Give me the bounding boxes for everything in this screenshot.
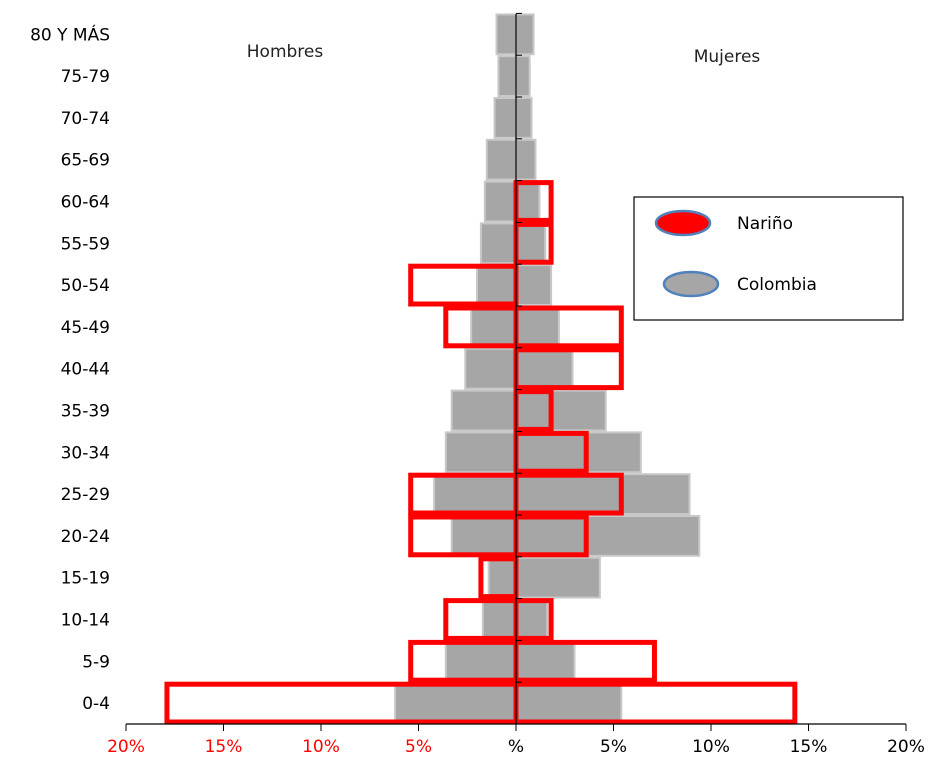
colombia-bar-mujeres-7	[515, 389, 607, 432]
colombia-bar-hombres-13	[485, 138, 517, 181]
x-tick-label-4: %	[508, 737, 524, 757]
age-label-9: 45-49	[61, 318, 110, 338]
age-label-3: 15-19	[61, 569, 110, 589]
colombia-bar-mujeres-9	[515, 306, 560, 348]
colombia-bar-hombres-6	[444, 431, 517, 474]
plot-area: 20% 15% 10% 5%% 5% 10% 15% 20% 0-4 5-9 10-14 15-19 2…	[30, 12, 925, 757]
colombia-bar-hombres-16	[495, 13, 517, 56]
colombia-bar-mujeres-6	[515, 431, 642, 474]
colombia-bar-mujeres-10	[515, 264, 553, 307]
colombia-bar-hombres-11	[479, 222, 517, 265]
x-tick-label-5: 5%	[600, 737, 627, 757]
legend-label-colombia: Colombia	[737, 275, 817, 295]
hombres-label: Hombres	[247, 42, 324, 62]
colombia-bar-mujeres-13	[515, 138, 537, 181]
age-label-5: 25-29	[61, 485, 110, 505]
legend-swatch-narino	[654, 209, 712, 237]
x-tick-label-8: 20%	[887, 737, 925, 757]
x-tick-label-6: 10%	[692, 737, 730, 757]
colombia-bar-mujeres-11	[515, 222, 547, 265]
age-label-7: 35-39	[61, 402, 110, 422]
colombia-bar-hombres-5	[433, 473, 518, 516]
colombia-bar-hombres-9	[470, 306, 517, 348]
colombia-bar-mujeres-3	[515, 556, 601, 599]
age-label-4: 20-24	[61, 527, 110, 547]
colombia-bar-hombres-2	[481, 598, 518, 641]
age-label-14: 70-74	[61, 109, 110, 129]
age-label-10: 50-54	[61, 276, 110, 296]
colombia-bar-mujeres-4	[515, 515, 701, 557]
x-tick-label-3: 5%	[405, 737, 432, 757]
x-tick-label-7: 15%	[790, 737, 828, 757]
age-label-0: 0-4	[82, 694, 110, 714]
age-label-15: 75-79	[61, 67, 110, 87]
x-tick-label-2: 10%	[302, 737, 340, 757]
colombia-bar-mujeres-2	[515, 598, 549, 641]
age-label-6: 30-34	[61, 443, 110, 463]
colombia-bar-mujeres-0	[515, 682, 623, 725]
colombia-bar-hombres-14	[493, 97, 517, 139]
age-label-8: 40-44	[61, 360, 110, 380]
colombia-bar-mujeres-14	[515, 97, 533, 139]
age-label-16: 80 Y MÁS	[30, 23, 110, 45]
colombia-bar-hombres-7	[450, 389, 517, 432]
colombia-bar-hombres-0	[394, 682, 518, 725]
colombia-bar-hombres-15	[497, 55, 518, 97]
legend-swatch-colombia	[662, 270, 720, 298]
legend-label-narino: Nariño	[737, 214, 793, 234]
colombia-bar-mujeres-16	[515, 13, 535, 56]
colombia-bar-hombres-1	[444, 640, 517, 683]
colombia-bar-mujeres-5	[515, 473, 691, 516]
age-label-2: 10-14	[61, 611, 110, 631]
colombia-bar-mujeres-1	[515, 640, 576, 683]
colombia-bar-hombres-12	[483, 180, 517, 223]
colombia-bar-mujeres-8	[515, 347, 574, 390]
x-tick-label-0: 20%	[107, 737, 145, 757]
age-label-11: 55-59	[61, 234, 110, 254]
age-label-1: 5-9	[82, 652, 110, 672]
colombia-bar-mujeres-15	[515, 55, 531, 97]
mujeres-label: Mujeres	[694, 47, 761, 67]
age-label-12: 60-64	[61, 193, 110, 213]
colombia-bar-hombres-4	[450, 515, 517, 557]
x-tick-label-1: 15%	[205, 737, 243, 757]
colombia-bar-mujeres-12	[515, 180, 541, 223]
legend: Nariño Colombia	[633, 196, 904, 321]
colombia-bar-hombres-3	[487, 556, 518, 599]
age-label-13: 65-69	[61, 151, 110, 171]
colombia-bar-hombres-10	[476, 264, 517, 307]
colombia-bar-hombres-8	[464, 347, 517, 390]
